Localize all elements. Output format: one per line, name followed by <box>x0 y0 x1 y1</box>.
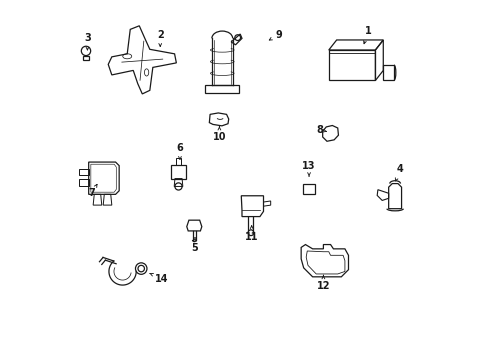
Text: 9: 9 <box>269 30 282 40</box>
Text: 11: 11 <box>244 226 258 242</box>
Text: 14: 14 <box>149 273 168 284</box>
Text: 4: 4 <box>394 164 403 181</box>
Text: 5: 5 <box>191 238 198 253</box>
Text: 7: 7 <box>88 184 97 198</box>
Text: 13: 13 <box>302 161 315 176</box>
Text: 3: 3 <box>84 33 91 50</box>
Text: 10: 10 <box>212 126 225 142</box>
Text: 12: 12 <box>316 275 329 291</box>
Text: 2: 2 <box>157 30 163 46</box>
Text: 6: 6 <box>176 143 183 159</box>
Text: 8: 8 <box>316 125 325 135</box>
Text: 1: 1 <box>363 26 371 44</box>
